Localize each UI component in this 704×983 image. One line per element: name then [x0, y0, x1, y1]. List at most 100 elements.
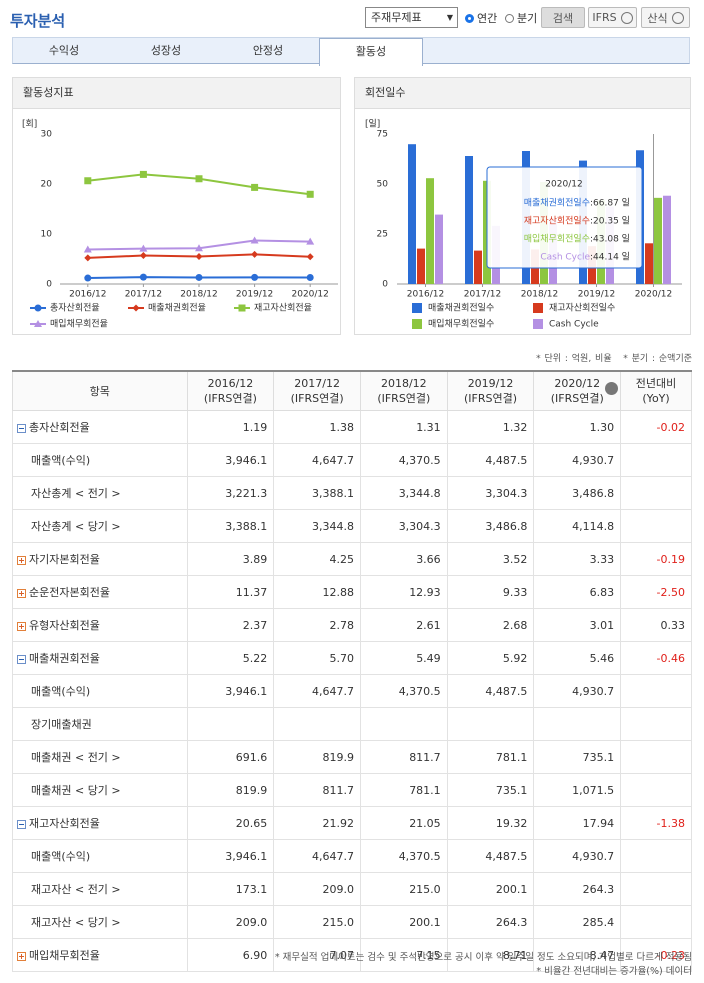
row-label-cell: 재고자산회전율 — [12, 806, 188, 840]
yoy-value: -0.19 — [656, 552, 685, 566]
cell-value: 3.01 — [589, 618, 615, 632]
value-cell: 819.9 — [186, 773, 275, 807]
legend-label: 총자산회전율 — [50, 303, 100, 314]
cell-value: 8.71 — [502, 948, 528, 962]
radio-quarter[interactable]: 분기 — [505, 10, 537, 26]
add-icon[interactable] — [605, 382, 619, 395]
cell-value: 3,388.1 — [225, 519, 268, 533]
header-text: 2018/12 — [380, 377, 427, 390]
value-cell — [533, 707, 622, 741]
marker — [251, 250, 259, 258]
cell-value: 12.88 — [322, 585, 354, 599]
value-cell: 1.38 — [273, 410, 361, 444]
table-row: 유형자산회전율 2.37 2.78 2.61 2.68 3.01 0.33 — [12, 608, 692, 642]
row-label-cell: 자산총계 < 당기 > — [12, 509, 188, 543]
value-cell: 5.22 — [186, 641, 275, 675]
ifrs-button[interactable]: IFRS — [588, 7, 637, 28]
value-cell: 19.32 — [446, 806, 535, 840]
statement-select[interactable]: 주재무제표 ▼ — [365, 7, 458, 28]
tab-bar: 수익성 성장성 안정성 활동성 — [12, 37, 690, 66]
cell-value: 3,388.1 — [311, 486, 354, 500]
legend-label: 매입채무회전율 — [50, 318, 108, 330]
yoy-cell: -2.50 — [620, 575, 692, 609]
marker — [195, 273, 203, 281]
cell-value: 6.90 — [242, 948, 268, 962]
header-cell: 항목 — [12, 370, 188, 411]
cell-value: 2.37 — [242, 618, 268, 632]
toggle-icon[interactable] — [17, 654, 26, 664]
value-cell: 1.19 — [186, 410, 275, 444]
legend-swatch — [412, 319, 422, 329]
marker — [84, 177, 92, 185]
cell-value: 215.0 — [409, 882, 441, 896]
value-cell: 4,647.7 — [273, 839, 361, 873]
tooltip-name: Cash Cycle — [540, 253, 590, 263]
tab[interactable]: 성장성 — [150, 44, 182, 57]
cell-value: 2.68 — [502, 618, 528, 632]
x-tick-label: 2019/12 — [578, 290, 615, 300]
cell-value: 1,071.5 — [572, 783, 615, 797]
row-label-cell: 매출액(수익) — [12, 839, 188, 873]
table-row: 매출채권 < 전기 > 691.6 819.9 811.7 781.1 735.1 — [12, 740, 692, 774]
formula-button[interactable]: 산식 — [641, 7, 690, 28]
table-row: 자산총계 < 전기 > 3,221.3 3,388.1 3,344.8 3,304.3 3… — [12, 476, 692, 510]
search-button[interactable]: 검색 — [541, 7, 585, 28]
value-cell: 5.70 — [273, 641, 361, 675]
yoy-cell — [620, 509, 692, 543]
marker — [83, 245, 92, 253]
cell-value: 811.7 — [322, 783, 354, 797]
cell-value: 4,930.7 — [572, 684, 615, 698]
marker — [195, 175, 203, 183]
value-cell: 4,487.5 — [446, 674, 535, 708]
marker — [306, 190, 314, 198]
row-label: 총자산회전율 — [29, 421, 90, 434]
cell-value: 3,221.3 — [225, 486, 268, 500]
marker — [139, 252, 147, 259]
cell-value: 3.66 — [416, 552, 441, 566]
header-text: 2020/12 — [554, 377, 601, 390]
value-cell: 4.25 — [273, 542, 361, 576]
toggle-icon[interactable] — [17, 819, 26, 829]
yoy-cell — [620, 443, 692, 477]
value-cell: 4,370.5 — [359, 674, 448, 708]
tab[interactable]: 안정성 — [252, 44, 284, 57]
row-label: 매출액(수익) — [31, 685, 91, 698]
row-label: 재고자산 < 전기 > — [31, 883, 121, 896]
value-cell: 173.1 — [186, 872, 275, 906]
cell-value: 12.93 — [409, 585, 441, 599]
toggle-icon[interactable] — [17, 423, 26, 433]
row-label-cell: 유형자산회전율 — [12, 608, 188, 642]
bar — [474, 250, 482, 284]
toggle-icon[interactable] — [17, 555, 26, 565]
cell-value: 2.78 — [329, 618, 354, 632]
toggle-icon[interactable] — [17, 588, 26, 598]
tooltip-value: :43.08 일 — [590, 234, 630, 245]
value-cell: 3,344.8 — [273, 509, 361, 543]
cell-value: 4,370.5 — [398, 684, 441, 698]
cell-value: 3,304.3 — [398, 519, 441, 533]
value-cell — [273, 707, 361, 741]
value-cell: 2.37 — [186, 608, 275, 642]
footer-note: * 재무실적 업데이트는 검수 및 주석반영으로 공시 이후 약 일주일 정도 … — [274, 952, 692, 963]
value-cell: 3,946.1 — [186, 674, 275, 708]
page-title: 투자분석 — [10, 12, 66, 30]
tab[interactable]: 활동성 — [319, 38, 423, 66]
row-label-cell: 매출액(수익) — [12, 443, 188, 477]
toggle-icon[interactable] — [17, 621, 26, 631]
bar — [663, 195, 671, 284]
value-cell: 4,487.5 — [446, 443, 535, 477]
select-text: 주재무제표 — [371, 11, 422, 24]
header-text: 2016/12 — [207, 377, 254, 390]
radio-annual[interactable]: 연간 — [465, 10, 497, 26]
row-label-cell: 자산총계 < 전기 > — [12, 476, 188, 510]
header-text: 전년대비 — [635, 377, 677, 390]
header-text: (YoY) — [642, 392, 670, 405]
y-tick-label: 0 — [46, 280, 52, 290]
value-cell: 781.1 — [446, 740, 535, 774]
row-label: 재고자산회전율 — [29, 817, 100, 830]
cell-value: 4,930.7 — [572, 453, 615, 467]
cell-value: 4,647.7 — [311, 453, 354, 467]
tab[interactable]: 수익성 — [48, 44, 80, 57]
toggle-icon[interactable] — [17, 951, 26, 961]
row-label-cell: 순운전자본회전율 — [12, 575, 188, 609]
